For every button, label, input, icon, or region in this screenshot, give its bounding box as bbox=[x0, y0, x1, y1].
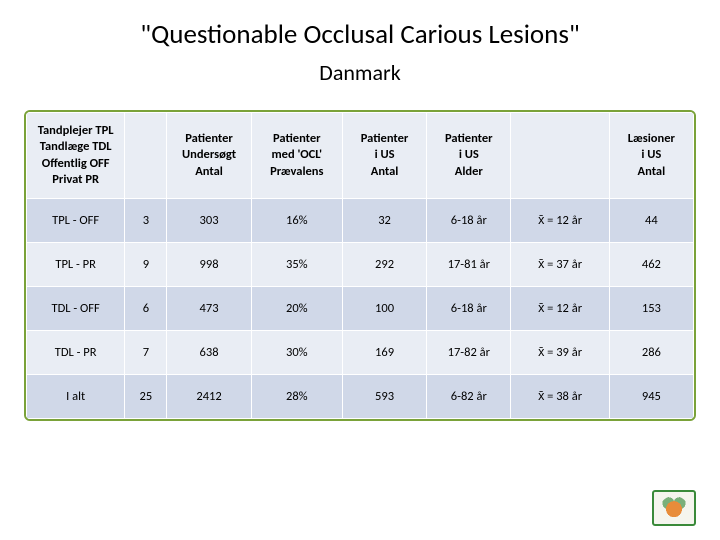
table-cell: x̄ = 38 år bbox=[511, 375, 609, 419]
table-cell: TDL - PR bbox=[27, 331, 125, 375]
table-cell: 292 bbox=[342, 243, 426, 287]
table-row: TDL - OFF647320%1006-18 årx̄ = 12 år153 bbox=[27, 287, 694, 331]
table-cell: x̄ = 37 år bbox=[511, 243, 609, 287]
table-cell: TPL - PR bbox=[27, 243, 125, 287]
table-cell: 153 bbox=[609, 287, 693, 331]
col-header: Patienter i US Alder bbox=[427, 113, 511, 199]
table-cell: 998 bbox=[167, 243, 251, 287]
table-cell: 6 bbox=[125, 287, 167, 331]
col-header: Patienter Undersøgt Antal bbox=[167, 113, 251, 199]
table-cell: TDL - OFF bbox=[27, 287, 125, 331]
table-cell: 17-82 år bbox=[427, 331, 511, 375]
table-cell: 16% bbox=[251, 199, 342, 243]
table-cell: 35% bbox=[251, 243, 342, 287]
table-cell: 6-82 år bbox=[427, 375, 511, 419]
table-cell: 2412 bbox=[167, 375, 251, 419]
logo-icon bbox=[660, 496, 688, 520]
table-cell: 286 bbox=[609, 331, 693, 375]
table-cell: 7 bbox=[125, 331, 167, 375]
table-row: TPL - PR999835%29217-81 årx̄ = 37 år462 bbox=[27, 243, 694, 287]
col-header: Patienter i US Antal bbox=[342, 113, 426, 199]
table-cell: 100 bbox=[342, 287, 426, 331]
table-cell: x̄ = 12 år bbox=[511, 199, 609, 243]
col-header bbox=[511, 113, 609, 199]
table-cell: 6-18 år bbox=[427, 199, 511, 243]
table-cell: 303 bbox=[167, 199, 251, 243]
table-cell: 30% bbox=[251, 331, 342, 375]
table-cell: 9 bbox=[125, 243, 167, 287]
logo-badge bbox=[652, 490, 696, 526]
table-cell: I alt bbox=[27, 375, 125, 419]
table-cell: 169 bbox=[342, 331, 426, 375]
col-header: Tandplejer TPL Tandlæge TDL Offentlig OF… bbox=[27, 113, 125, 199]
table-cell: x̄ = 12 år bbox=[511, 287, 609, 331]
table-cell: 32 bbox=[342, 199, 426, 243]
table-row: I alt25241228%5936-82 årx̄ = 38 år945 bbox=[27, 375, 694, 419]
table-cell: 593 bbox=[342, 375, 426, 419]
table-row: TDL - PR763830%16917-82 årx̄ = 39 år286 bbox=[27, 331, 694, 375]
table-cell: x̄ = 39 år bbox=[511, 331, 609, 375]
page-title: "Questionable Occlusal Carious Lesions" bbox=[0, 0, 720, 59]
table-cell: 945 bbox=[609, 375, 693, 419]
table-cell: 462 bbox=[609, 243, 693, 287]
col-header: Patienter med 'OCL' Prævalens bbox=[251, 113, 342, 199]
table-body: TPL - OFF330316%326-18 årx̄ = 12 år44TPL… bbox=[27, 199, 694, 419]
table-row: TPL - OFF330316%326-18 årx̄ = 12 år44 bbox=[27, 199, 694, 243]
table-cell: 28% bbox=[251, 375, 342, 419]
table-cell: 638 bbox=[167, 331, 251, 375]
col-header bbox=[125, 113, 167, 199]
data-table-container: Tandplejer TPL Tandlæge TDL Offentlig OF… bbox=[24, 110, 696, 421]
table-cell: 44 bbox=[609, 199, 693, 243]
table-cell: TPL - OFF bbox=[27, 199, 125, 243]
table-cell: 17-81 år bbox=[427, 243, 511, 287]
table-cell: 6-18 år bbox=[427, 287, 511, 331]
table-cell: 473 bbox=[167, 287, 251, 331]
col-header: Læsioner i US Antal bbox=[609, 113, 693, 199]
table-cell: 3 bbox=[125, 199, 167, 243]
table-cell: 25 bbox=[125, 375, 167, 419]
table-cell: 20% bbox=[251, 287, 342, 331]
page-subtitle: Danmark bbox=[0, 59, 720, 110]
data-table: Tandplejer TPL Tandlæge TDL Offentlig OF… bbox=[26, 112, 694, 419]
table-header-row: Tandplejer TPL Tandlæge TDL Offentlig OF… bbox=[27, 113, 694, 199]
